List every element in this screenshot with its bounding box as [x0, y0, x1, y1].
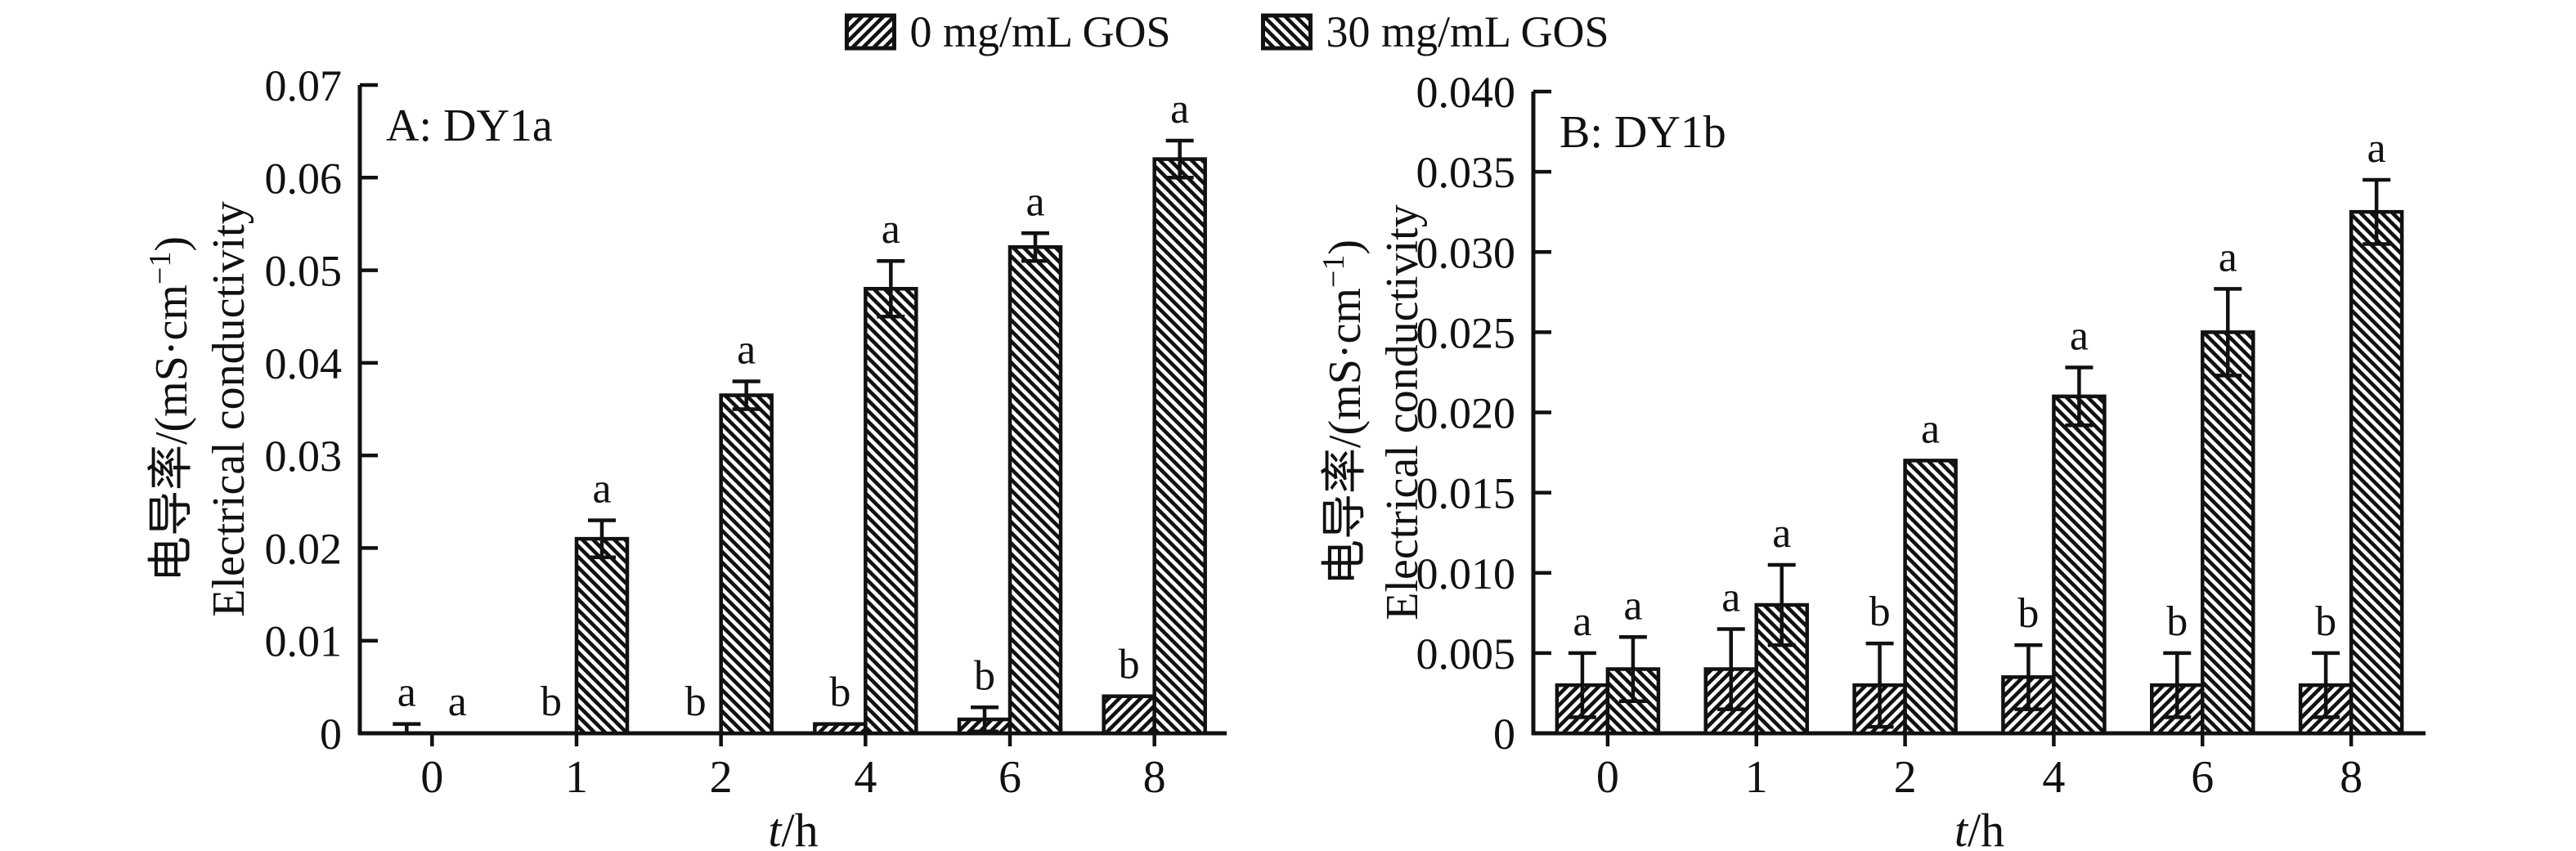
bar-30-mg-ml-gos-t6	[2201, 330, 2255, 736]
sig-letter: a	[737, 327, 756, 374]
x-tick-label: 2	[1894, 752, 1917, 803]
y-axis-title-line2: Electrical conductivity	[204, 201, 254, 616]
x-tick-label: 8	[1143, 752, 1166, 803]
sig-letter: b	[2315, 598, 2336, 645]
y-tick-label: 0.005	[1416, 629, 1516, 679]
y-axis-title-line2: Electrical conductivity	[1377, 204, 1428, 620]
bar-30-mg-ml-gos-t4	[2052, 394, 2107, 736]
y-tick-label: 0	[1493, 710, 1515, 759]
x-tick-label: 6	[999, 752, 1021, 803]
y-tick-label: 0.040	[1416, 68, 1516, 117]
legend-label-0mg: 0 mg/mL GOS	[909, 7, 1171, 56]
sig-letter: a	[1772, 510, 1791, 557]
sig-letter: a	[2219, 234, 2237, 280]
legend-item-30mg: 30 mg/mL GOS	[1261, 10, 1609, 54]
sig-letter: a	[1025, 178, 1044, 225]
x-tick-label: 4	[2042, 752, 2065, 803]
sig-letter: b	[974, 652, 995, 699]
y-tick-label: 0.04	[265, 339, 343, 388]
y-tick-label: 0.015	[1416, 469, 1516, 518]
bar-30-mg-ml-gos-t1	[574, 536, 630, 736]
x-tick-label: 8	[2340, 752, 2363, 803]
panel-b: 0 0.005 0.010 0.015 0.020 0.025 0.030 0.035 0.04…	[1317, 68, 2426, 851]
hatch-backward-swatch-icon	[1261, 13, 1313, 51]
bar-30-mg-ml-gos-t8	[2349, 209, 2404, 736]
x-tick-label: 0	[1596, 752, 1619, 803]
bar-30-mg-ml-gos-t8	[1152, 157, 1207, 736]
legend-label-30mg: 30 mg/mL GOS	[1326, 7, 1609, 56]
y-axis-title-line1: 电导率/(mS·cm−1)	[1317, 240, 1371, 585]
y-tick-label: 0.01	[265, 617, 343, 666]
x-tick-label: 1	[565, 752, 588, 803]
sig-letter: b	[541, 679, 562, 725]
sig-letter: b	[2017, 590, 2039, 637]
chart-legend: 0 mg/mL GOS 30 mg/mL GOS	[844, 10, 1609, 54]
x-tick-label: 2	[710, 752, 733, 803]
sig-letter: a	[448, 679, 467, 725]
sig-letter: b	[2166, 598, 2188, 645]
sig-letter: b	[829, 670, 850, 716]
hatch-forward-swatch-icon	[844, 13, 896, 51]
y-tick-label: 0.035	[1416, 148, 1516, 197]
y-tick-label: 0.03	[265, 432, 343, 481]
y-tick-label: 0.020	[1416, 389, 1516, 438]
y-tick-label: 0.010	[1416, 549, 1516, 598]
sig-letter: b	[685, 679, 707, 725]
x-tick-label: 6	[2191, 752, 2214, 803]
sig-letter: b	[1119, 642, 1140, 688]
x-tick-label: 4	[854, 752, 877, 803]
y-tick-label: 0.02	[265, 524, 343, 573]
sig-letter: a	[592, 465, 611, 512]
x-tick-label: 0	[420, 752, 443, 803]
bar-30-mg-ml-gos-t2	[719, 393, 774, 736]
y-tick-label: 0.07	[265, 61, 343, 110]
sig-letter: a	[1921, 405, 1940, 452]
y-tick-label: 0.030	[1416, 228, 1516, 277]
x-tick-label: 1	[1745, 752, 1768, 803]
bar-30-mg-ml-gos-t4	[864, 286, 918, 736]
bar-30-mg-ml-gos-t2	[1903, 459, 1958, 736]
legend-item-0mg: 0 mg/mL GOS	[844, 7, 1171, 56]
bar-0-mg-ml-gos-t8	[1102, 694, 1156, 736]
sig-letter: a	[1623, 582, 1642, 629]
y-axis-title-line1: 电导率/(mS·cm−1)	[143, 236, 197, 582]
sig-letter: b	[1869, 589, 1891, 635]
bar-0-mg-ml-gos-t4	[813, 722, 868, 736]
y-tick-label: 0.06	[265, 154, 343, 203]
sig-letter: a	[1721, 574, 1740, 620]
sig-letter: a	[397, 670, 416, 716]
sig-letter: a	[1573, 598, 1591, 645]
y-tick-label: 0	[320, 710, 342, 759]
panel-title: A: DY1a	[386, 101, 553, 151]
panel-title: B: DY1b	[1560, 107, 1726, 158]
x-axis-title: t/h	[1954, 804, 2004, 851]
bar-30-mg-ml-gos-t6	[1008, 245, 1063, 736]
sig-letter: a	[2367, 125, 2386, 172]
sig-letter: a	[2070, 313, 2089, 360]
y-tick-label: 0.05	[265, 247, 343, 296]
y-tick-label: 0.025	[1416, 308, 1516, 357]
sig-letter: a	[1170, 86, 1189, 132]
x-axis-title: t/h	[768, 804, 818, 851]
sig-letter: a	[882, 206, 900, 253]
